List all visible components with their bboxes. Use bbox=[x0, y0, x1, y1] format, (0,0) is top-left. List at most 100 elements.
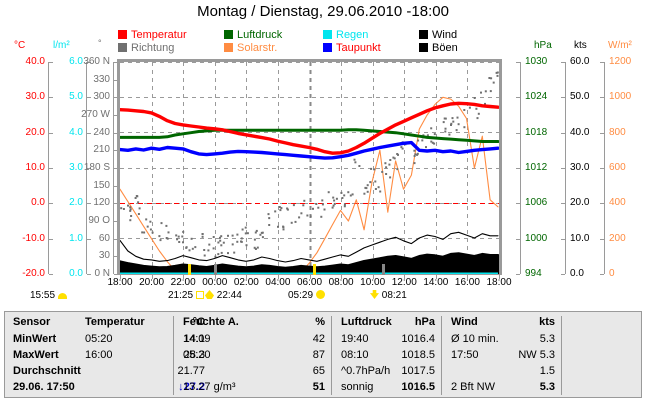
axis-tick-pressure-1: 1024 bbox=[525, 91, 548, 103]
table-cell-wind-b-3: 5.3 bbox=[539, 381, 555, 393]
axis-tickmark-wind-2 bbox=[561, 132, 565, 134]
axis-tick-direction-3: 270 W bbox=[81, 109, 110, 120]
legend-item-solarstr[interactable]: Solarstr. bbox=[224, 42, 324, 55]
axis-tick-direction-9: 90 O bbox=[88, 215, 110, 226]
table-cell-feuchte-b-1: 87 bbox=[312, 349, 325, 361]
table-cell-luftdruck-b-2: 1017.5 bbox=[401, 365, 435, 377]
x-axis-tick-4: 02:00 bbox=[233, 277, 259, 288]
legend-swatch-boeen bbox=[419, 43, 428, 52]
legend-swatch-regen bbox=[323, 30, 332, 39]
axis-tickmark-direction-9 bbox=[114, 221, 118, 222]
axis-tick-temperature-1: 30.0 bbox=[25, 91, 45, 103]
axis-tickmark-solar-2 bbox=[600, 132, 604, 134]
x-axis-tick-3: 00:00 bbox=[202, 277, 228, 288]
axis-tickmark-direction-12 bbox=[114, 274, 118, 275]
legend-swatch-taupunkt bbox=[323, 43, 332, 52]
x-axis-tick-10: 14:00 bbox=[423, 277, 449, 288]
axis-rule-pressure bbox=[520, 62, 521, 274]
x-axis-tickmark-3 bbox=[215, 275, 216, 279]
legend-column-4: Wind Böen bbox=[419, 29, 519, 55]
table-unit-temperatur: °C bbox=[192, 316, 205, 328]
x-axis-tick-0: 18:00 bbox=[107, 277, 133, 288]
table-cell-temperatur-b-1: 28.3 bbox=[183, 349, 205, 361]
axis-tick-wind-6: 0.0 bbox=[570, 268, 584, 279]
astro-event-1: 21:25 bbox=[168, 290, 204, 301]
table-cell-temperatur-b-3: ↓27.2 bbox=[178, 381, 205, 393]
legend-label-temperatur: Temperatur bbox=[131, 29, 187, 41]
x-axis-tickmark-10 bbox=[436, 275, 437, 279]
astro-event-bar-3 bbox=[382, 264, 385, 275]
legend-swatch-solarstr bbox=[224, 43, 233, 52]
axis-tickmark-wind-5 bbox=[561, 238, 565, 240]
axis-tickmark-wind-3 bbox=[561, 168, 565, 169]
table-cell-temperatur-a-1: 16:00 bbox=[85, 349, 113, 361]
axis-tickmark-temperature-3 bbox=[49, 168, 53, 169]
axis-tick-rain-1: 5.0 bbox=[69, 91, 83, 103]
table-cell-temperatur-b-2: 21.77 bbox=[177, 365, 205, 377]
legend-item-luftdruck[interactable]: Luftdruck bbox=[224, 29, 324, 42]
sunrise-icon bbox=[315, 290, 325, 299]
legend-item-temperatur[interactable]: Temperatur bbox=[118, 29, 218, 42]
axis-tickmark-rain-3 bbox=[87, 168, 91, 169]
axis-tick-solar-3: 600 bbox=[609, 162, 626, 173]
axis-tick-direction-2: 300 bbox=[93, 91, 110, 103]
axis-tickmark-solar-0 bbox=[600, 62, 604, 63]
x-axis-tickmark-5 bbox=[278, 275, 279, 279]
astro-event-bar-2 bbox=[313, 264, 316, 275]
axis-tickmark-direction-0 bbox=[114, 62, 118, 63]
legend-item-regen[interactable]: Regen bbox=[323, 29, 423, 42]
page-title: Montag / Dienstag, 29.06.2010 -18:00 bbox=[197, 3, 449, 20]
axis-tick-temperature-6: -20.0 bbox=[22, 268, 45, 279]
axis-tick-temperature-5: -10.0 bbox=[22, 232, 45, 244]
moonrise-icon bbox=[205, 290, 214, 299]
x-axis-tick-6: 06:00 bbox=[296, 277, 323, 288]
axis-tick-wind-4: 20.0 bbox=[570, 197, 590, 209]
axis-tick-direction-5: 210 bbox=[93, 144, 110, 156]
legend-item-wind[interactable]: Wind bbox=[419, 29, 519, 42]
x-axis-tick-12: 18:00 bbox=[486, 277, 512, 288]
table-header-sensor: Sensor bbox=[13, 316, 51, 328]
table-column-separator-3 bbox=[561, 316, 562, 395]
axis-unit-pressure: hPa bbox=[534, 40, 552, 51]
astro-event-bar-0 bbox=[188, 264, 191, 275]
x-axis-tick-9: 12:00 bbox=[391, 277, 417, 288]
axis-tick-rain-0: 6.0 bbox=[69, 56, 83, 67]
sunset-cloud-icon bbox=[57, 293, 67, 299]
axis-tickmark-direction-7 bbox=[114, 185, 118, 187]
legend: Temperatur Richtung Luftdruck Solarstr. … bbox=[118, 29, 518, 55]
axis-tick-direction-0: 360 N bbox=[83, 56, 110, 67]
x-axis-tickmark-1 bbox=[152, 275, 153, 279]
axis-tickmark-pressure-6 bbox=[516, 274, 520, 275]
astro-event-2: 22:44 bbox=[205, 290, 242, 301]
axis-tickmark-temperature-0 bbox=[49, 62, 53, 63]
axis-tickmark-pressure-2 bbox=[516, 132, 520, 134]
axis-tick-pressure-6: 994 bbox=[525, 268, 542, 279]
table-row-label-2: Durchschnitt bbox=[13, 365, 81, 377]
axis-tick-temperature-4: 0.0 bbox=[31, 197, 45, 209]
axis-unit-temperature: °C bbox=[14, 40, 26, 51]
table-cell-wind-a-3: 2 Bft NW bbox=[451, 381, 496, 393]
table-cell-feuchte-b-0: 42 bbox=[312, 333, 325, 345]
summary-table: Sensor MinWert MaxWert Durchschnitt 29.06. 1… bbox=[4, 311, 642, 398]
table-cell-luftdruck-b-1: 1018.5 bbox=[401, 349, 435, 361]
axis-tickmark-solar-6 bbox=[600, 274, 604, 275]
axis-tickmark-temperature-5 bbox=[49, 238, 53, 240]
axis-tick-pressure-2: 1018 bbox=[525, 126, 548, 138]
legend-label-boeen: Böen bbox=[432, 42, 458, 54]
table-cell-temperatur-a-0: 05:20 bbox=[85, 333, 113, 345]
legend-label-regen: Regen bbox=[336, 29, 369, 41]
axis-tickmark-direction-10 bbox=[114, 238, 118, 240]
x-axis-tickmark-0 bbox=[120, 275, 121, 279]
chart-plot-area[interactable] bbox=[117, 59, 502, 275]
axis-tickmark-direction-5 bbox=[114, 150, 118, 152]
axis-tickmark-solar-5 bbox=[600, 238, 604, 240]
legend-item-boeen[interactable]: Böen bbox=[419, 42, 519, 55]
x-axis-tickmark-7 bbox=[341, 275, 342, 279]
axis-tick-direction-4: 240 bbox=[93, 126, 110, 138]
axis-unit-rain: l/m² bbox=[53, 40, 70, 51]
legend-item-taupunkt[interactable]: Taupunkt bbox=[323, 42, 423, 55]
legend-item-richtung[interactable]: Richtung bbox=[118, 42, 218, 55]
table-cell-wind-a-1: 17:50 bbox=[451, 349, 479, 361]
axis-tick-solar-6: 0 bbox=[609, 268, 615, 279]
axis-tickmark-direction-11 bbox=[114, 256, 118, 258]
